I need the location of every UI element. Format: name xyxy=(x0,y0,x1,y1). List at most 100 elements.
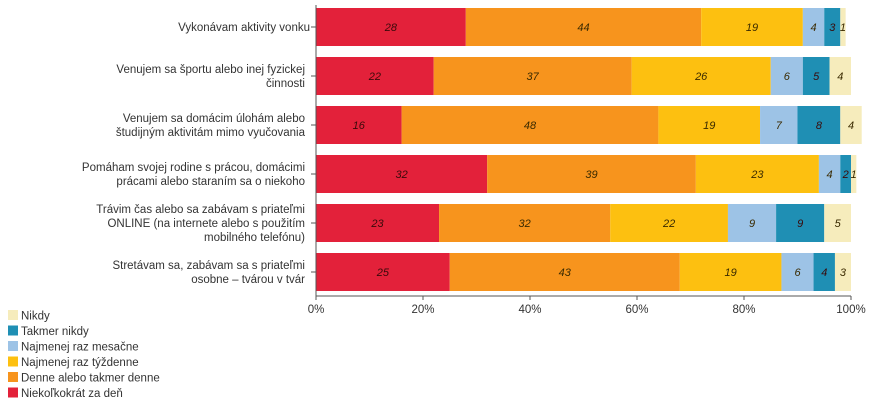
bar-segment xyxy=(465,8,702,46)
bar-segment xyxy=(449,253,680,291)
data-label: 16 xyxy=(353,120,366,132)
data-label: 1 xyxy=(840,22,846,34)
bar-segment xyxy=(818,155,841,193)
bar-segment xyxy=(316,253,450,291)
data-label: 19 xyxy=(725,267,737,279)
category-label: Pomáham svojej rodine s prácou, domácimi xyxy=(82,162,305,174)
data-label: 9 xyxy=(749,218,755,230)
bar-segment xyxy=(316,155,488,193)
legend-swatch xyxy=(8,387,18,398)
data-label: 28 xyxy=(384,22,398,34)
x-tick-label: 100% xyxy=(836,304,865,316)
category-label: Venujem sa športu alebo inej fyzickej xyxy=(116,64,305,76)
data-label: 1 xyxy=(851,169,857,181)
data-label: 5 xyxy=(813,71,820,83)
data-label: 26 xyxy=(694,71,708,83)
legend-swatch xyxy=(8,341,18,351)
bar-segment xyxy=(824,8,841,46)
bar-segment xyxy=(631,57,771,95)
legend-label: Nikdy xyxy=(21,311,50,323)
bar-segment xyxy=(316,204,440,242)
data-label: 32 xyxy=(519,218,531,230)
data-label: 4 xyxy=(848,120,854,132)
data-label: 7 xyxy=(776,120,783,132)
bar-segment xyxy=(776,204,825,242)
legend-label: Najmenej raz mesačne xyxy=(21,342,139,354)
bar-segment xyxy=(610,204,728,242)
legend-swatch xyxy=(8,372,18,382)
legend-label: Niekoľkokrát za deň xyxy=(21,388,123,400)
data-label: 22 xyxy=(662,218,675,230)
legend-label: Takmer nikdy xyxy=(21,326,89,338)
data-label: 9 xyxy=(797,218,803,230)
data-label: 43 xyxy=(559,267,572,279)
data-label: 4 xyxy=(827,169,833,181)
data-label: 48 xyxy=(524,120,537,132)
bar-segment xyxy=(316,57,434,95)
bar-segment xyxy=(439,204,611,242)
bar-segment xyxy=(401,106,659,144)
bar-segment xyxy=(760,106,798,144)
bar-segment xyxy=(824,204,851,242)
data-label: 44 xyxy=(577,22,589,34)
bar-segment xyxy=(658,106,761,144)
data-label: 4 xyxy=(821,267,827,279)
data-label: 37 xyxy=(527,71,540,83)
data-label: 8 xyxy=(816,120,823,132)
x-tick-label: 0% xyxy=(308,304,325,316)
category-label: ONLINE (na internete alebo s použitím xyxy=(107,218,305,230)
legend-label: Najmenej raz týždenne xyxy=(21,357,139,369)
bar-segment xyxy=(802,57,830,95)
data-label: 22 xyxy=(368,71,381,83)
data-label: 23 xyxy=(370,218,384,230)
data-label: 3 xyxy=(829,22,836,34)
legend-swatch xyxy=(8,356,18,367)
data-label: 3 xyxy=(840,267,847,279)
data-label: 19 xyxy=(746,22,758,34)
category-label: činnosti xyxy=(266,78,305,90)
data-label: 4 xyxy=(810,22,816,34)
data-label: 23 xyxy=(750,169,764,181)
data-label: 4 xyxy=(837,71,843,83)
x-tick-label: 40% xyxy=(518,304,541,316)
bar-segment xyxy=(487,155,696,193)
category-label: Stretávam sa, zabávam sa s priateľmi xyxy=(112,260,305,272)
bar-segment xyxy=(433,57,632,95)
category-label: osobne – tvárou v tvár xyxy=(191,274,305,286)
bar-segment xyxy=(840,106,862,144)
data-label: 6 xyxy=(784,71,791,83)
data-label: 2 xyxy=(842,169,849,181)
bar-segment xyxy=(781,253,814,291)
bar-segment xyxy=(679,253,782,291)
bar-segment xyxy=(316,8,466,46)
x-tick-label: 80% xyxy=(732,304,755,316)
bar-segment xyxy=(701,8,803,46)
category-label: prácami alebo staraním sa o niekoho xyxy=(116,176,305,188)
bar-segment xyxy=(813,253,835,291)
bar-segment xyxy=(840,155,851,193)
category-label: Venujem sa domácim úlohám alebo xyxy=(123,113,305,125)
bar-segment xyxy=(840,8,846,46)
bar-segment xyxy=(695,155,819,193)
data-label: 25 xyxy=(376,267,390,279)
category-label: študijným aktivitám mimo vyučovania xyxy=(116,127,306,139)
x-tick-label: 20% xyxy=(411,304,434,316)
data-label: 39 xyxy=(585,169,597,181)
bar-segment xyxy=(770,57,803,95)
category-label: Vykonávam aktivity vonku xyxy=(178,22,310,34)
data-label: 32 xyxy=(395,169,407,181)
bar-segment xyxy=(834,253,851,291)
category-label: Trávim čas alebo sa zabávam s priateľmi xyxy=(96,204,305,216)
bar-segment xyxy=(797,106,841,144)
bar-segment xyxy=(829,57,851,95)
legend-label: Denne alebo takmer denne xyxy=(21,373,160,385)
bar-segment xyxy=(316,106,402,144)
legend-swatch xyxy=(8,310,18,320)
x-tick-label: 60% xyxy=(625,304,648,316)
data-label: 19 xyxy=(703,120,715,132)
bar-segment xyxy=(727,204,777,242)
legend-swatch xyxy=(8,325,18,336)
data-label: 5 xyxy=(835,218,842,230)
